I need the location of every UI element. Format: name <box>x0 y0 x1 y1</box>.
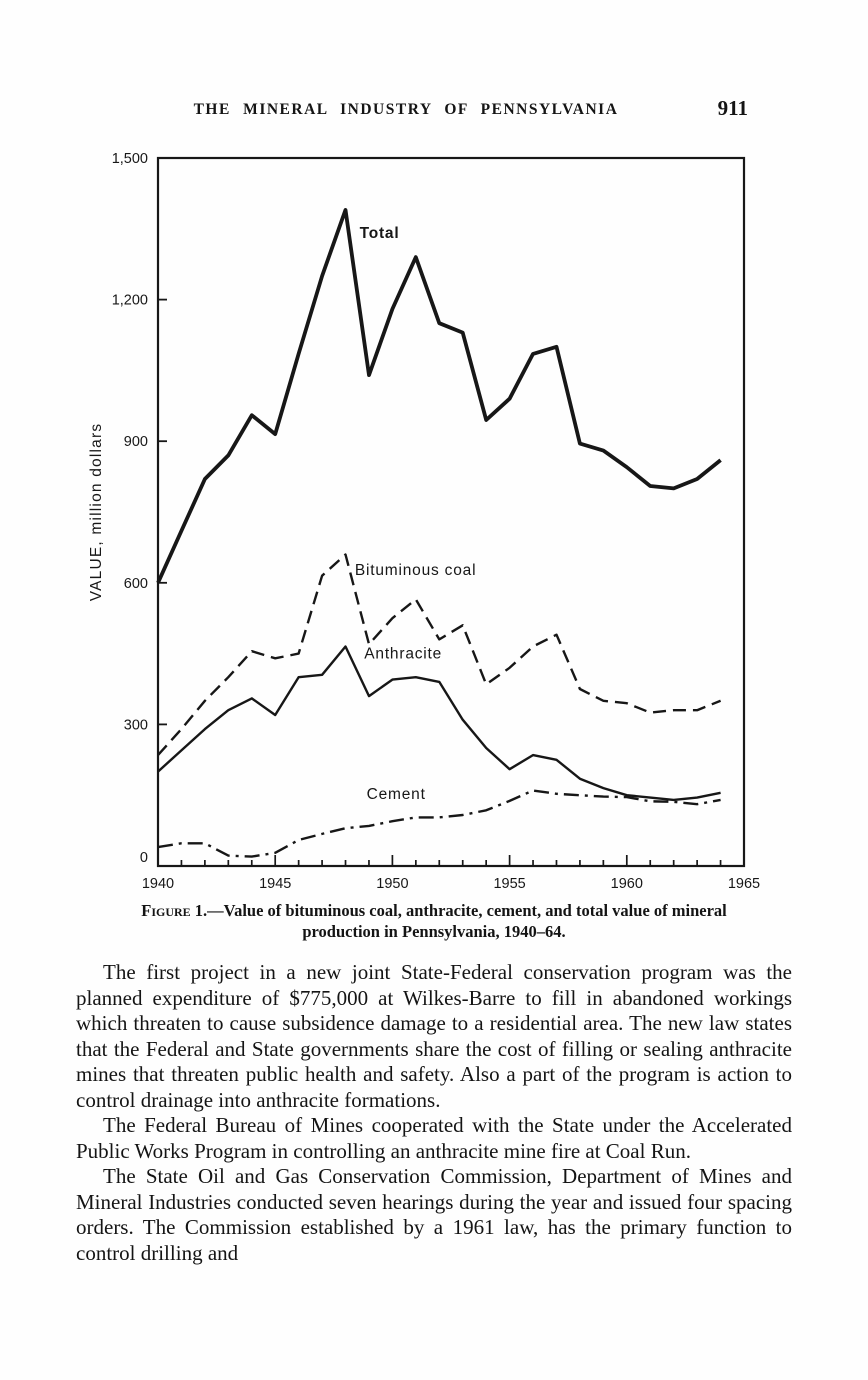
figure-chart: 0 300 600 900 1,200 1,500 1940 1945 1950 1955 1960… <box>88 142 760 900</box>
x-tick-label: 1940 <box>142 876 174 892</box>
figure-caption-text: —Value of bituminous coal, anthracite, c… <box>207 901 727 941</box>
y-tick-label: 1,200 <box>112 293 148 309</box>
x-tick-label: 1960 <box>611 876 643 892</box>
y-tick-label: 1,500 <box>112 151 148 167</box>
series-label-bituminous-coal: Bituminous coal <box>355 562 476 579</box>
x-tick-label: 1945 <box>259 876 291 892</box>
y-tick-label: 300 <box>124 717 148 733</box>
figure-caption-label: Figure 1. <box>141 901 208 920</box>
series-label-total: Total <box>360 225 400 242</box>
figure-caption: Figure 1.—Value of bituminous coal, anth… <box>134 901 734 942</box>
y-tick-label: 0 <box>140 850 148 866</box>
y-tick-label: 600 <box>124 576 148 592</box>
x-tick-label: 1950 <box>376 876 408 892</box>
series-line-cement <box>157 789 721 858</box>
x-tick-label: 1955 <box>493 876 525 892</box>
paragraph-3: The State Oil and Gas Conservation Commi… <box>76 1164 792 1265</box>
paragraph-2: The Federal Bureau of Mines cooperated w… <box>76 1113 792 1163</box>
plot-frame <box>156 156 746 868</box>
body-text: The first project in a new joint State-F… <box>76 960 792 1266</box>
series-line-total <box>156 208 722 584</box>
paragraph-1: The first project in a new joint State-F… <box>76 960 792 1112</box>
series-label-anthracite: Anthracite <box>364 645 442 662</box>
series-label-cement: Cement <box>367 786 426 803</box>
page-number: 911 <box>717 96 748 120</box>
series-line-anthracite <box>157 645 721 802</box>
series-line-bituminous-coal <box>157 553 722 756</box>
y-axis-title: VALUE, million dollars <box>88 423 105 602</box>
figure-chart-svg: 0 300 600 900 1,200 1,500 1940 1945 1950 1955 1960… <box>88 151 760 892</box>
header-title: THE MINERAL INDUSTRY OF PENNSYLVANIA <box>193 101 619 118</box>
x-tick-label: 1965 <box>728 876 760 892</box>
running-header: THE MINERAL INDUSTRY OF PENNSYLVANIA 911 <box>0 96 868 120</box>
y-tick-label: 900 <box>124 434 148 450</box>
